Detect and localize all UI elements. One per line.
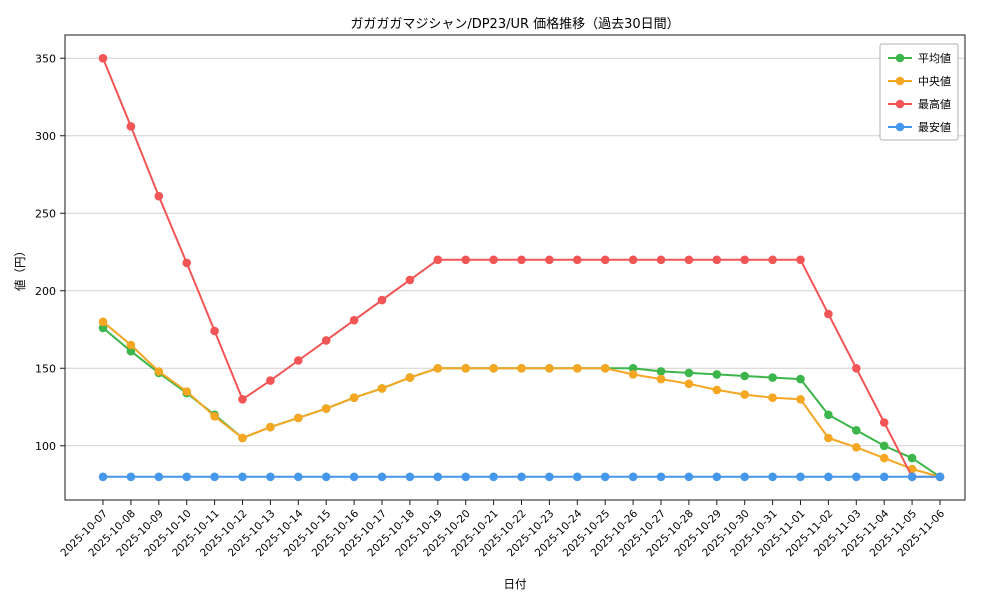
svg-text:平均値: 平均値 xyxy=(918,52,951,65)
series-average xyxy=(98,323,945,482)
legend-item-min: 最安値 xyxy=(888,120,951,134)
legend-item-average: 平均値 xyxy=(888,52,951,65)
svg-text:150: 150 xyxy=(35,362,56,375)
chart-title: ガガガガマジシャン/DP23/UR 価格推移（過去30日間） xyxy=(350,17,680,32)
svg-text:300: 300 xyxy=(35,130,56,143)
series-min xyxy=(98,472,945,482)
svg-text:中央値: 中央値 xyxy=(918,75,951,88)
svg-text:250: 250 xyxy=(35,207,56,220)
series-median xyxy=(98,317,945,482)
plot-border xyxy=(64,34,966,501)
x-axis-ticks: 2025-10-072025-10-082025-10-092025-10-10… xyxy=(58,500,947,559)
svg-text:最高値: 最高値 xyxy=(918,97,951,111)
svg-text:350: 350 xyxy=(35,52,56,65)
series-max xyxy=(98,54,945,482)
svg-text:最安値: 最安値 xyxy=(918,120,951,134)
svg-text:200: 200 xyxy=(35,285,56,298)
svg-text:100: 100 xyxy=(35,440,56,453)
legend-item-median: 中央値 xyxy=(888,75,951,88)
legend-item-max: 最高値 xyxy=(888,97,951,111)
y-axis-label: 値（円） xyxy=(13,245,27,291)
gridlines xyxy=(65,57,965,447)
x-axis-label: 日付 xyxy=(503,577,527,591)
y-axis-ticks: 100 150 200 250 300 350 xyxy=(35,52,65,453)
